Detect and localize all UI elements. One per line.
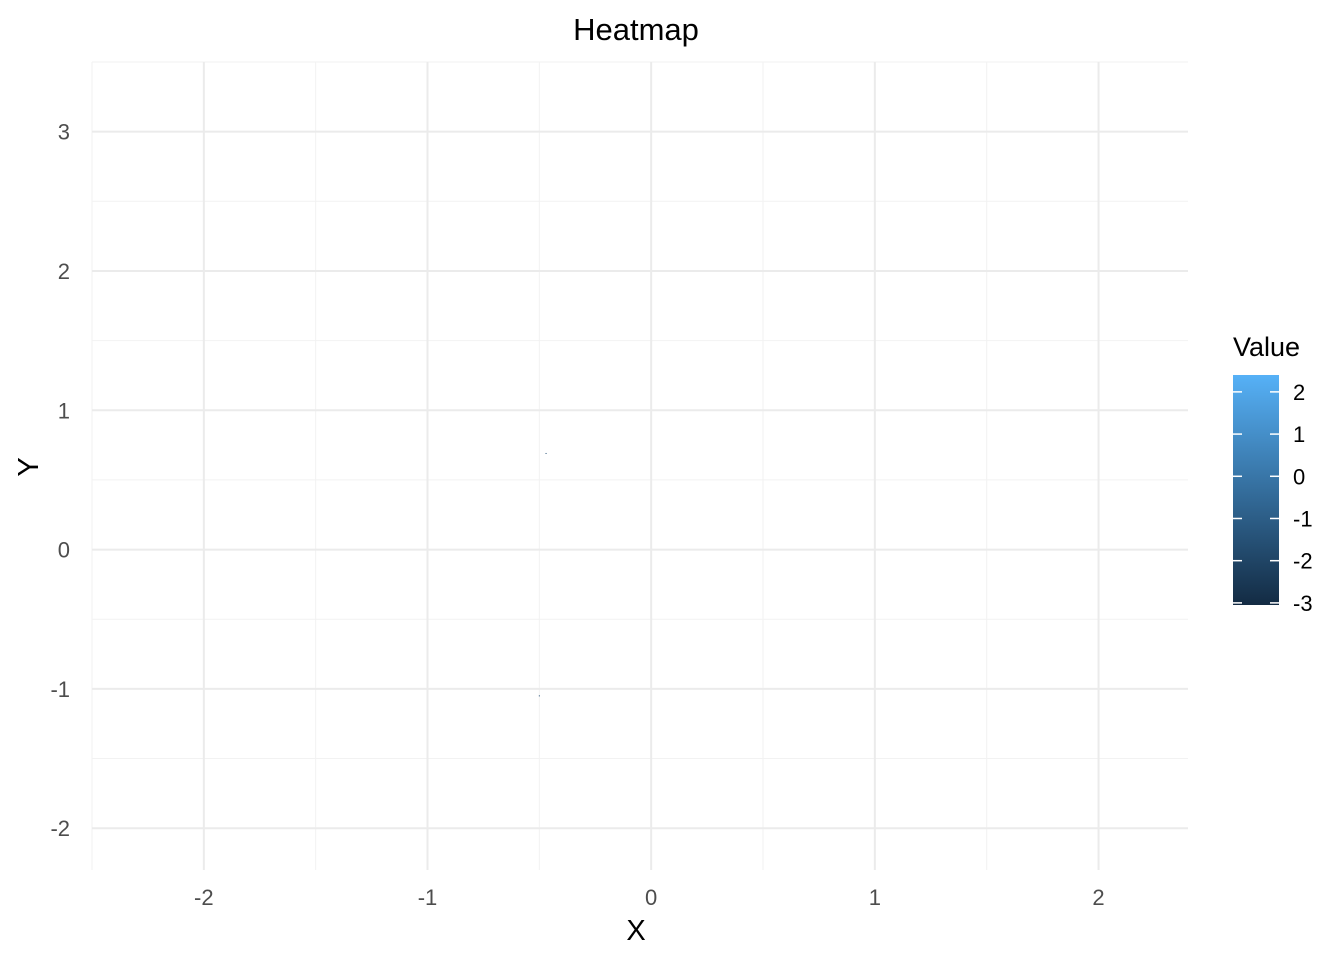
- heatmap-cell: [538, 695, 540, 697]
- x-tick-label: -1: [418, 885, 438, 910]
- y-axis-title: Y: [13, 457, 45, 476]
- major-gridlines: [92, 62, 1188, 870]
- y-tick-label: 1: [58, 398, 70, 423]
- legend-tick-label: -2: [1293, 549, 1313, 574]
- y-tick-label: -1: [50, 677, 70, 702]
- legend-colorbar: [1233, 375, 1279, 605]
- legend-tick-label: -1: [1293, 506, 1313, 531]
- x-tick-label: 0: [645, 885, 657, 910]
- x-axis-title: X: [626, 915, 645, 947]
- y-tick-label: -2: [50, 816, 70, 841]
- chart-title: Heatmap: [573, 12, 699, 47]
- legend-tick-label: 2: [1293, 380, 1305, 405]
- heatmap-cells: [538, 452, 547, 697]
- y-tick-label: 3: [58, 120, 70, 145]
- x-axis-ticks: -2 -1 0 1 2: [194, 885, 1105, 910]
- color-legend: Value 2 1 0 -1 -2 -3: [1233, 332, 1313, 616]
- legend-tick-label: 1: [1293, 422, 1305, 447]
- y-tick-label: 0: [58, 538, 70, 563]
- legend-tick-label: -3: [1293, 591, 1313, 616]
- minor-gridlines: [91, 61, 1188, 870]
- heatmap-cell: [545, 452, 547, 454]
- legend-title: Value: [1233, 332, 1300, 362]
- y-axis-ticks: -2 -1 0 1 2 3: [50, 120, 70, 842]
- x-tick-label: -2: [194, 885, 214, 910]
- y-tick-label: 2: [58, 259, 70, 284]
- legend-tick-label: 0: [1293, 464, 1305, 489]
- x-tick-label: 2: [1092, 885, 1104, 910]
- legend-ticks: 2 1 0 -1 -2 -3: [1233, 380, 1313, 616]
- x-tick-label: 1: [869, 885, 881, 910]
